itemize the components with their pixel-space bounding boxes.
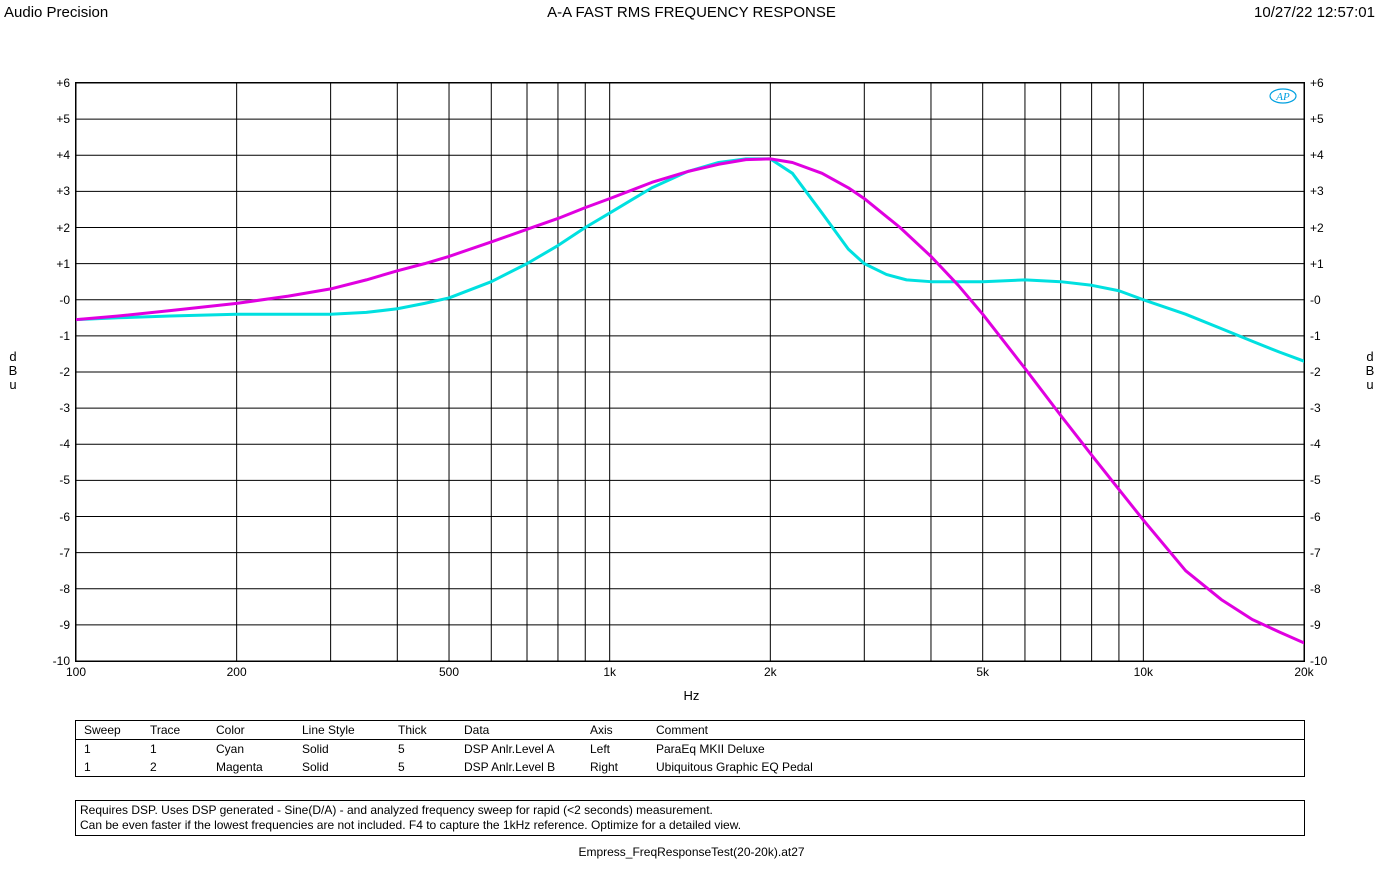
legend-cell: Ubiquitous Graphic EQ Pedal — [648, 758, 1304, 776]
legend-col: Thick — [390, 721, 456, 740]
legend-col: Color — [208, 721, 294, 740]
header-title: A-A FAST RMS FREQUENCY RESPONSE — [0, 4, 1383, 21]
chart-area: dBu dBu AP -10-10-9-9-8-8-7-7-6-6-5-5-4-… — [0, 70, 1383, 710]
legend-row: 12MagentaSolid5DSP Anlr.Level BRightUbiq… — [76, 758, 1304, 776]
legend-cell: 1 — [142, 740, 208, 759]
legend-col: Axis — [582, 721, 648, 740]
legend-cell: 2 — [142, 758, 208, 776]
svg-text:AP: AP — [1275, 91, 1290, 103]
legend-cell: Left — [582, 740, 648, 759]
legend-cell: 1 — [76, 758, 142, 776]
legend-col: Comment — [648, 721, 1304, 740]
legend-cell: 5 — [390, 758, 456, 776]
legend-cell: 1 — [76, 740, 142, 759]
legend-cell: ParaEq MKII Deluxe — [648, 740, 1304, 759]
notes-box: Requires DSP. Uses DSP generated - Sine(… — [75, 800, 1305, 836]
legend-col: Trace — [142, 721, 208, 740]
plot-region: AP -10-10-9-9-8-8-7-7-6-6-5-5-4-4-3-3-2-… — [75, 82, 1305, 662]
legend-cell: DSP Anlr.Level A — [456, 740, 582, 759]
x-axis-label: Hz — [0, 688, 1383, 703]
header: Audio Precision A-A FAST RMS FREQUENCY R… — [0, 4, 1383, 24]
legend-cell: 5 — [390, 740, 456, 759]
legend-col: Sweep — [76, 721, 142, 740]
legend-cell: Magenta — [208, 758, 294, 776]
legend-row: 11CyanSolid5DSP Anlr.Level ALeftParaEq M… — [76, 740, 1304, 759]
notes-line2: Can be even faster if the lowest frequen… — [80, 818, 1300, 833]
legend-cell: Solid — [294, 758, 390, 776]
footer-filename: Empress_FreqResponseTest(20-20k).at27 — [0, 845, 1383, 859]
legend-cell: Solid — [294, 740, 390, 759]
header-timestamp: 10/27/22 12:57:01 — [1254, 4, 1375, 21]
legend-table: SweepTraceColorLine StyleThickDataAxisCo… — [75, 720, 1305, 777]
y-axis-label-right: dBu — [1363, 350, 1377, 392]
legend-cell: Cyan — [208, 740, 294, 759]
ap-logo-icon: AP — [1268, 87, 1298, 105]
y-axis-label-left: dBu — [6, 350, 20, 392]
legend-col: Data — [456, 721, 582, 740]
legend-cell: Right — [582, 758, 648, 776]
legend-col: Line Style — [294, 721, 390, 740]
legend-cell: DSP Anlr.Level B — [456, 758, 582, 776]
notes-line1: Requires DSP. Uses DSP generated - Sine(… — [80, 803, 1300, 818]
plot-svg — [76, 83, 1304, 661]
